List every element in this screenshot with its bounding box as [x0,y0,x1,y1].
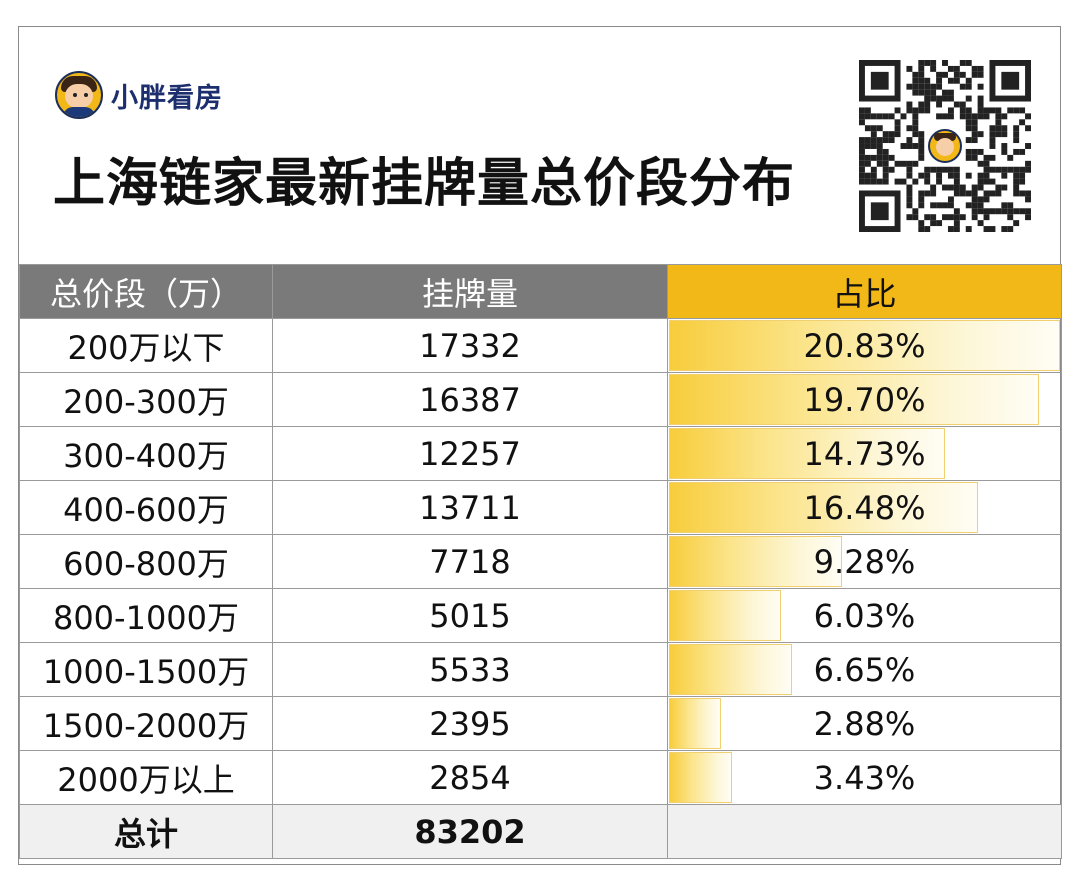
table-row: 2000万以上 2854 3.43% [19,750,1062,805]
share-bar [669,320,1060,371]
share-label: 2.88% [813,704,916,743]
share-label: 6.03% [813,596,916,635]
total-share-empty [667,804,1062,859]
listing-count-cell: 5015 [272,588,668,643]
table-row: 400-600万 13711 16.48% [19,480,1062,535]
share-cell: 19.70% [667,372,1062,427]
price-range-cell: 1000-1500万 [19,642,273,697]
price-distribution-table: 总价段（万） 挂牌量 占比 200万以下 17332 20.83% 200-300万 1… [19,264,1062,859]
share-label: 20.83% [803,326,926,365]
table-row: 1500-2000万 2395 2.88% [19,696,1062,751]
share-cell: 16.48% [667,480,1062,535]
brand: 小胖看房 [55,71,223,119]
share-bar [669,374,1039,425]
share-bar [669,752,732,803]
share-cell: 9.28% [667,534,1062,589]
share-label: 19.70% [803,380,926,419]
table-row: 200万以下 17332 20.83% [19,318,1062,373]
price-range-cell: 1500-2000万 [19,696,273,751]
share-cell: 6.03% [667,588,1062,643]
price-range-cell: 600-800万 [19,534,273,589]
share-label: 6.65% [813,650,916,689]
share-bar [669,428,945,479]
share-cell: 6.65% [667,642,1062,697]
qr-code-icon[interactable] [859,60,1031,232]
listing-count-cell: 16387 [272,372,668,427]
listing-count-cell: 7718 [272,534,668,589]
cartoon-avatar-icon [55,71,103,119]
share-bar [669,698,722,749]
brand-name: 小胖看房 [111,82,223,114]
share-label: 3.43% [813,758,916,797]
table-row: 200-300万 16387 19.70% [19,372,1062,427]
listing-count-cell: 13711 [272,480,668,535]
share-cell: 20.83% [667,318,1062,373]
header-share: 占比 [667,264,1062,319]
page-title: 上海链家最新挂牌量总价段分布 [53,154,796,214]
table-row: 600-800万 7718 9.28% [19,534,1062,589]
share-label: 14.73% [803,434,926,473]
listing-count-cell: 17332 [272,318,668,373]
price-range-cell: 200-300万 [19,372,273,427]
header-listing-count: 挂牌量 [272,264,668,319]
share-cell: 3.43% [667,750,1062,805]
share-cell: 2.88% [667,696,1062,751]
header-price-range: 总价段（万） [19,264,273,319]
share-bar [669,590,781,641]
price-range-cell: 2000万以上 [19,750,273,805]
table-header-row: 总价段（万） 挂牌量 占比 [19,264,1062,319]
listing-count-cell: 12257 [272,426,668,481]
listing-count-cell: 5533 [272,642,668,697]
listing-count-cell: 2395 [272,696,668,751]
price-range-cell: 200万以下 [19,318,273,373]
total-label: 总计 [19,804,273,859]
listing-count-cell: 2854 [272,750,668,805]
price-range-cell: 400-600万 [19,480,273,535]
share-label: 16.48% [803,488,926,527]
table-row: 800-1000万 5015 6.03% [19,588,1062,643]
table-row: 1000-1500万 5533 6.65% [19,642,1062,697]
share-bar [669,644,793,695]
table-row: 300-400万 12257 14.73% [19,426,1062,481]
total-row: 总计 83202 [19,804,1062,859]
price-range-cell: 800-1000万 [19,588,273,643]
share-label: 9.28% [813,542,916,581]
share-bar [669,482,978,533]
total-count: 83202 [272,804,668,859]
share-cell: 14.73% [667,426,1062,481]
price-range-cell: 300-400万 [19,426,273,481]
share-bar [669,536,843,587]
